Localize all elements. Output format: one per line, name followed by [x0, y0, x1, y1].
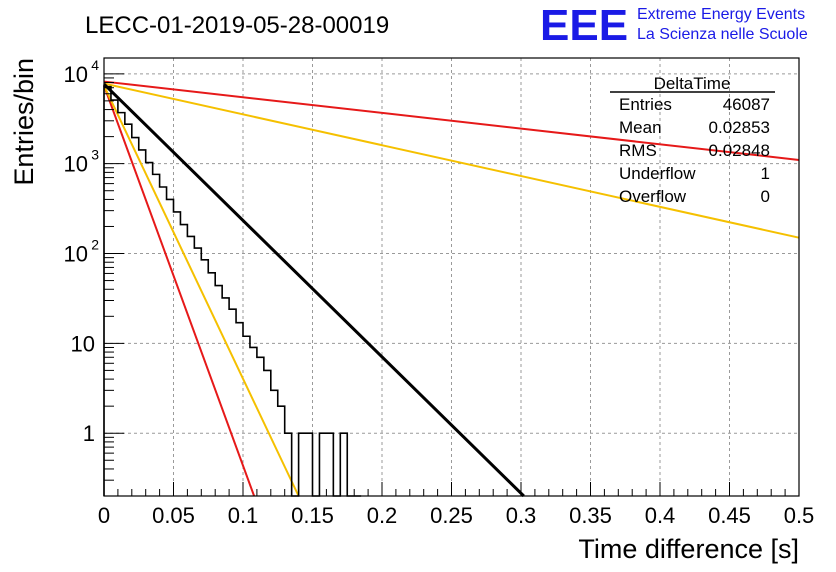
y-tick-label: 10 — [64, 62, 88, 87]
y-tick-exponent: 4 — [91, 57, 99, 73]
x-tick-label: 0.2 — [367, 503, 398, 528]
stats-label-mean: Mean — [619, 118, 662, 137]
y-tick-label: 10 — [64, 152, 88, 177]
stats-value-underflow: 1 — [761, 164, 770, 183]
stats-value-overflow: 0 — [761, 187, 770, 206]
stats-value-rms: 0.02848 — [709, 141, 770, 160]
x-tick-label: 0.05 — [152, 503, 195, 528]
fit-line-red-1 — [103, 80, 800, 161]
stats-label-entries: Entries — [619, 95, 672, 114]
x-axis-ticks: 0 0.05 0.1 0.15 0.2 0.25 0.3 0.35 0.4 0.45 0.5 — [98, 482, 814, 528]
y-tick-exponent: 3 — [91, 147, 99, 163]
stats-label-rms: RMS — [619, 141, 657, 160]
x-tick-label: 0.4 — [645, 503, 676, 528]
stats-label-overflow: Overflow — [619, 187, 687, 206]
fit-line-red-3 — [103, 85, 256, 497]
fit-line-yellow-4 — [103, 85, 300, 497]
y-tick-exponent: 2 — [91, 237, 99, 253]
logo-line1: Extreme Energy Events — [637, 6, 805, 23]
y-tick-label: 10 — [71, 331, 95, 356]
eee-logo: EEE Extreme Energy Events La Scienza nel… — [540, 1, 808, 50]
stats-rows: Entries 46087 Mean 0.02853 RMS 0.02848 Underfl… — [619, 95, 770, 206]
y-tick-label: 1 — [83, 421, 95, 446]
x-tick-label: 0 — [98, 503, 110, 528]
x-tick-label: 0.25 — [430, 503, 473, 528]
y-tick-label: 10 — [64, 242, 88, 267]
run-title: LECC-01-2019-05-28-00019 — [85, 12, 389, 39]
grid-lines — [104, 58, 799, 496]
stats-label-underflow: Underflow — [619, 164, 696, 183]
y-axis-label: Entries/bin — [9, 58, 39, 186]
logo-mark: EEE — [540, 1, 628, 50]
x-tick-label: 0.3 — [506, 503, 537, 528]
x-tick-label: 0.1 — [228, 503, 259, 528]
fit-line-yellow-2 — [103, 82, 800, 239]
histogram-steps — [103, 85, 362, 497]
x-axis-label: Time difference [s] — [578, 534, 799, 564]
x-tick-label: 0.35 — [569, 503, 612, 528]
x-tick-label: 0.5 — [784, 503, 815, 528]
x-tick-label: 0.15 — [291, 503, 334, 528]
stats-title: DeltaTime — [654, 74, 731, 93]
fit-line-black — [102, 82, 525, 498]
stats-value-entries: 46087 — [723, 95, 770, 114]
stats-box: DeltaTime Entries 46087 Mean 0.02853 RMS 0.02… — [610, 74, 775, 206]
stats-value-mean: 0.02853 — [709, 118, 770, 137]
x-tick-label: 0.45 — [708, 503, 751, 528]
data-series — [102, 80, 800, 498]
logo-line2: La Scienza nelle Scuole — [637, 26, 808, 43]
